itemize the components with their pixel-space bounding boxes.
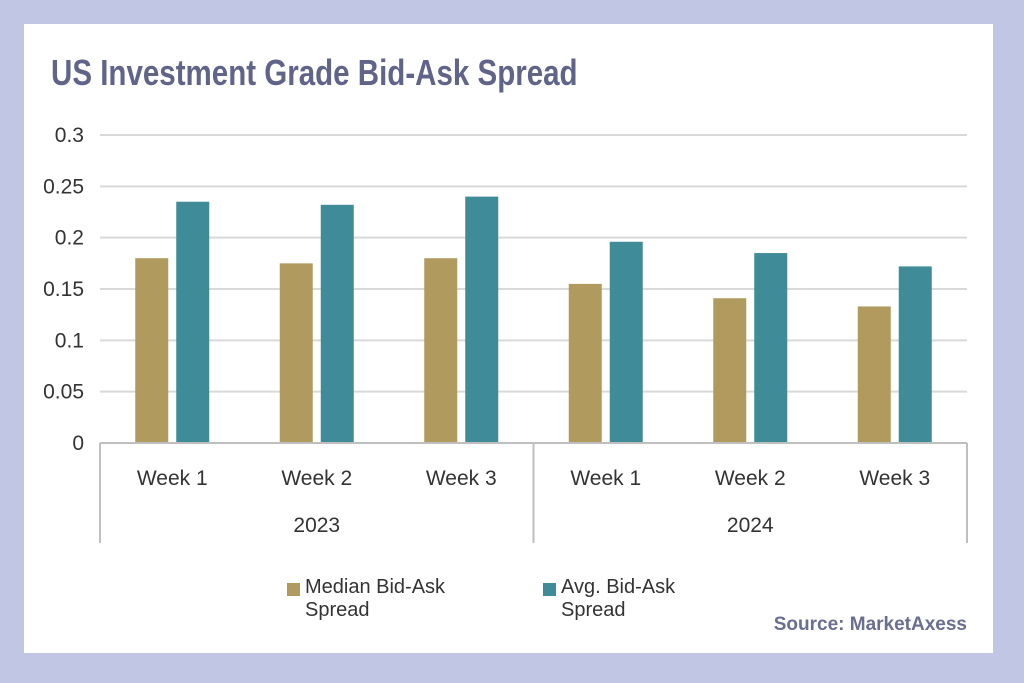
source-note: Source: MarketAxess [773,614,967,635]
y-tick-label: 0.25 [43,175,84,198]
bar-median [135,258,169,443]
x-tick-label: Week 1 [570,467,641,490]
y-tick-label: 0.05 [43,381,84,404]
group-label: 2024 [727,514,774,537]
y-tick-label: 0.15 [43,278,84,301]
legend-item-median: Median Bid-Ask Spread [287,576,485,622]
y-tick-label: 0.1 [55,329,84,352]
x-tick-label: Week 2 [715,467,786,490]
bar-median [424,258,458,443]
bar-average [754,253,788,443]
y-tick-label: 0 [72,432,84,455]
bar-average [320,204,354,443]
x-tick-label: Week 2 [281,467,352,490]
legend-swatch-median [287,583,300,596]
chart-title: US Investment Grade Bid-Ask Spread [51,52,578,93]
x-tick-label: Week 3 [426,467,497,490]
bar-average [609,241,643,443]
legend-label-median: Median Bid-Ask Spread [305,576,446,621]
y-tick-label: 0.2 [55,227,84,250]
bar-average [176,201,210,443]
x-tick-label: Week 1 [137,467,208,490]
legend-label-average: Avg. Bid-Ask Spread [561,576,676,621]
chart-card: US Investment Grade Bid-Ask Spread 0 0.05… [24,24,993,653]
y-tick-label: 0.3 [55,124,84,147]
bar-chart: 0 0.05 0.1 0.15 0.2 0.25 0.3 Week 1 Week 2 Week 3… [43,124,968,543]
legend-item-average: Avg. Bid-Ask Spread [543,576,741,622]
group-label: 2023 [293,514,340,537]
legend-swatch-average [543,583,556,596]
bar-median [857,306,891,443]
bar-average [465,196,499,443]
x-tick-label: Week 3 [859,467,930,490]
bar-median [568,283,602,443]
bar-average [898,266,932,443]
bar-median [279,263,313,443]
bar-median [713,298,747,443]
